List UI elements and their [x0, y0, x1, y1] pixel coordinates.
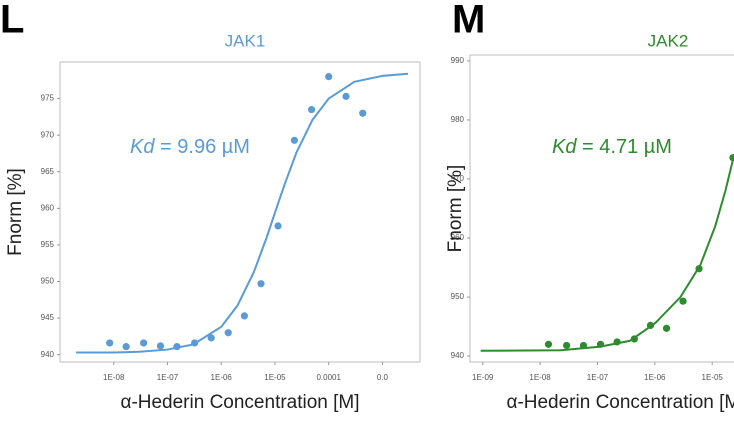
y-tick-label: 955 — [41, 240, 55, 249]
data-point — [679, 297, 687, 305]
plot-frame — [59, 61, 421, 363]
data-point — [596, 340, 605, 348]
y-tick-label: 940 — [451, 351, 465, 360]
y-tick-label: 980 — [451, 115, 465, 124]
y-tick-label: 945 — [41, 313, 55, 322]
panel: M JAK2 940 950 960 970 980 990 1E-09 1E-08 1E-07 1E… — [445, 0, 734, 413]
y-tick-label: 970 — [451, 174, 465, 183]
y-tick-label: 975 — [41, 94, 55, 103]
x-tick-label: 0.0 — [377, 373, 389, 382]
data-point — [662, 324, 671, 332]
y-tick-label: 950 — [451, 292, 465, 301]
kd-symbol: Kd — [552, 136, 577, 158]
data-point — [173, 343, 181, 351]
data-point — [613, 338, 621, 346]
y-tick-label: 990 — [451, 56, 465, 65]
data-point — [630, 335, 638, 343]
data-point — [695, 265, 703, 273]
x-axis-label: α-Hederin Concentration [M] — [506, 392, 734, 413]
kd-value: = 4.71 µM — [582, 136, 672, 158]
x-tick-label: 1E-08 — [529, 373, 551, 382]
kd-symbol: Kd — [130, 136, 155, 158]
data-point — [207, 334, 215, 342]
y-axis-label: Fnorm [%] — [445, 165, 466, 253]
data-point — [140, 339, 148, 347]
kd-annotation: Kd = 9.96 µM — [130, 136, 250, 158]
x-axis-label: α-Hederin Concentration [M] — [120, 392, 359, 413]
x-tick-label: 1E-05 — [264, 373, 286, 382]
data-point — [359, 109, 367, 117]
plot-frame — [469, 54, 734, 363]
panel-label: M — [452, 0, 485, 42]
y-tick-label: 950 — [41, 277, 55, 286]
data-point — [307, 105, 316, 114]
panel: L JAK1 940 945 950 955 960 965 970 975 1E-08 1E-07 1… — [0, 0, 421, 413]
y-tick-label: 970 — [41, 130, 55, 139]
data-point — [325, 73, 333, 81]
y-tick-label: 965 — [41, 167, 55, 176]
x-tick-label: 1E-09 — [472, 373, 494, 382]
data-point — [579, 341, 588, 350]
data-point — [224, 329, 232, 337]
chart-title: JAK1 — [225, 31, 266, 50]
x-tick-label: 1E-08 — [103, 373, 125, 382]
kd-annotation: Kd = 4.71 µM — [552, 136, 672, 158]
data-point — [257, 280, 265, 288]
data-point — [563, 341, 571, 350]
data-point — [122, 343, 130, 351]
x-tick-label: 1E-05 — [702, 373, 724, 382]
y-tick-label: 940 — [41, 350, 55, 359]
data-point — [274, 222, 282, 230]
x-tick-label: 1E-07 — [587, 373, 609, 382]
kd-value: = 9.96 µM — [160, 136, 250, 158]
data-point — [342, 92, 350, 100]
x-tick-label: 1E-06 — [211, 373, 233, 382]
x-tick-label: 1E-06 — [644, 373, 666, 382]
data-point — [290, 136, 298, 144]
fit-curve — [480, 155, 734, 352]
chart-title: JAK2 — [648, 31, 689, 50]
x-tick-label: 1E-07 — [157, 373, 179, 382]
y-tick-label: 960 — [451, 233, 465, 242]
fit-curve — [76, 72, 409, 354]
data-point — [156, 342, 165, 350]
data-point — [240, 312, 249, 320]
data-point — [191, 339, 199, 347]
data-point — [646, 321, 655, 329]
data-point — [106, 339, 114, 347]
data-point — [729, 154, 734, 162]
x-tick-label: 0.0001 — [316, 373, 341, 382]
y-axis-label: Fnorm [%] — [5, 168, 26, 256]
y-tick-label: 960 — [41, 203, 55, 212]
data-point — [544, 340, 553, 348]
panel-label: L — [0, 0, 24, 42]
